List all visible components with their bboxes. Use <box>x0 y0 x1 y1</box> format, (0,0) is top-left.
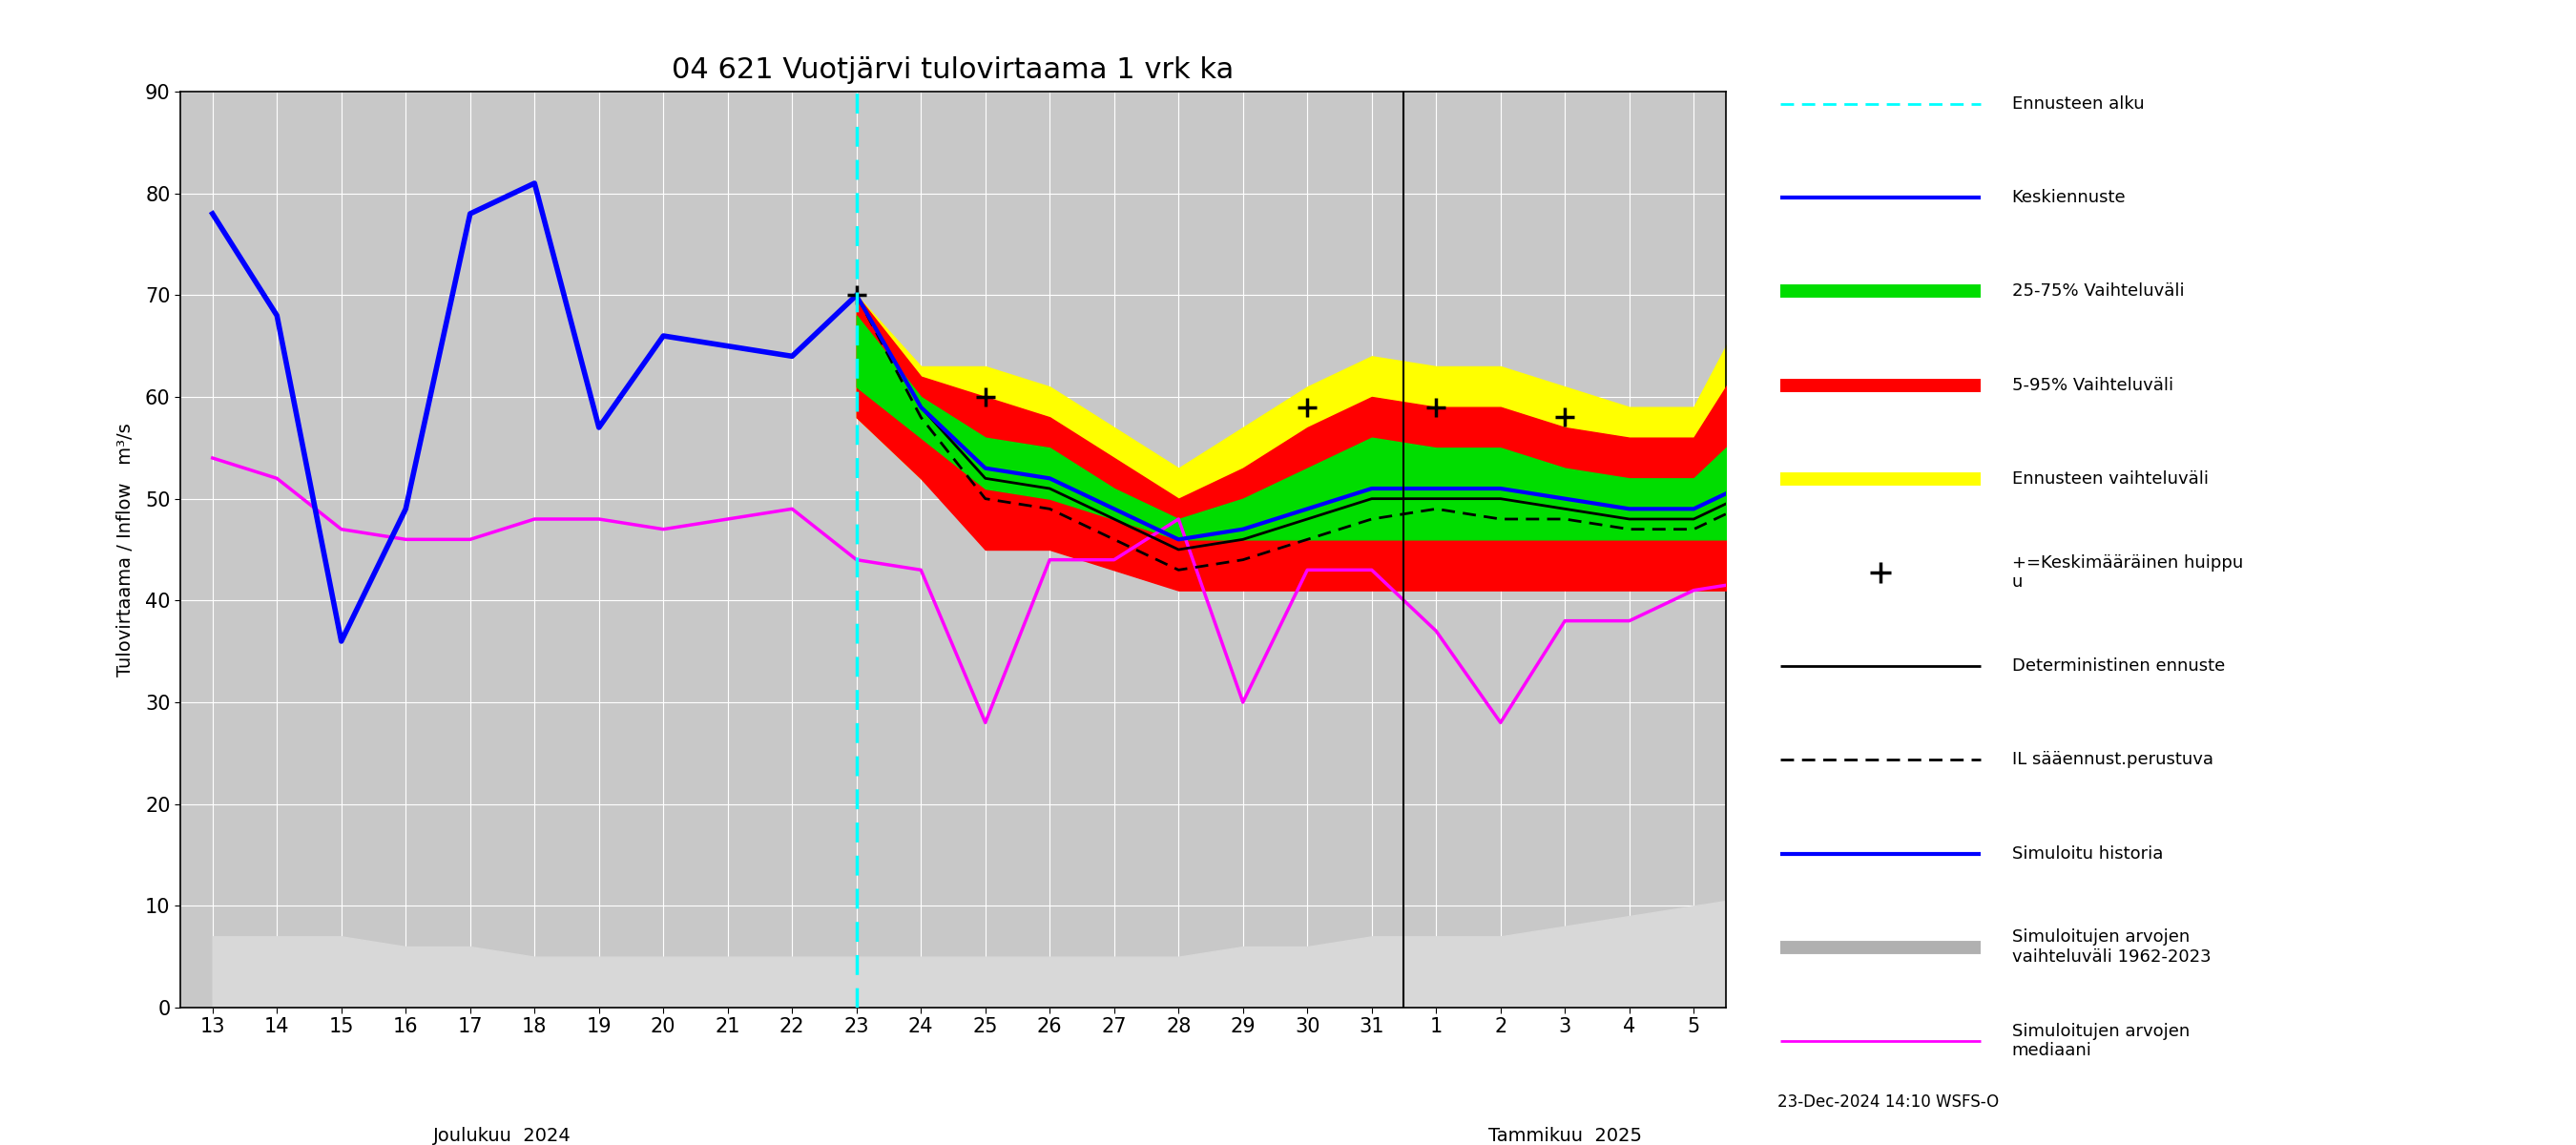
Title: 04 621 Vuotjärvi tulovirtaama 1 vrk ka: 04 621 Vuotjärvi tulovirtaama 1 vrk ka <box>672 56 1234 84</box>
Text: 5-95% Vaihteluväli: 5-95% Vaihteluväli <box>2012 377 2174 394</box>
Text: IL sääennust.perustuva: IL sääennust.perustuva <box>2012 751 2213 768</box>
Text: 23-Dec-2024 14:10 WSFS-O: 23-Dec-2024 14:10 WSFS-O <box>1777 1093 1999 1111</box>
Y-axis label: Tulovirtaama / Inflow   m³/s: Tulovirtaama / Inflow m³/s <box>116 423 134 677</box>
Text: Joulukuu  2024
December: Joulukuu 2024 December <box>433 1127 572 1145</box>
Text: Ennusteen vaihteluväli: Ennusteen vaihteluväli <box>2012 471 2208 488</box>
Text: Ennusteen alku: Ennusteen alku <box>2012 95 2143 112</box>
Text: Simuloitujen arvojen
mediaani: Simuloitujen arvojen mediaani <box>2012 1022 2190 1059</box>
Text: 25-75% Vaihteluväli: 25-75% Vaihteluväli <box>2012 283 2184 300</box>
Text: Deterministinen ennuste: Deterministinen ennuste <box>2012 657 2226 674</box>
Text: Simuloitujen arvojen
vaihteluväli 1962-2023: Simuloitujen arvojen vaihteluväli 1962-2… <box>2012 929 2210 965</box>
Text: Keskiennuste: Keskiennuste <box>2012 189 2125 206</box>
Text: Simuloitu historia: Simuloitu historia <box>2012 845 2164 862</box>
Text: Tammikuu  2025
January: Tammikuu 2025 January <box>1489 1127 1641 1145</box>
Text: +=Keskimääräinen huippu
u: +=Keskimääräinen huippu u <box>2012 554 2244 591</box>
